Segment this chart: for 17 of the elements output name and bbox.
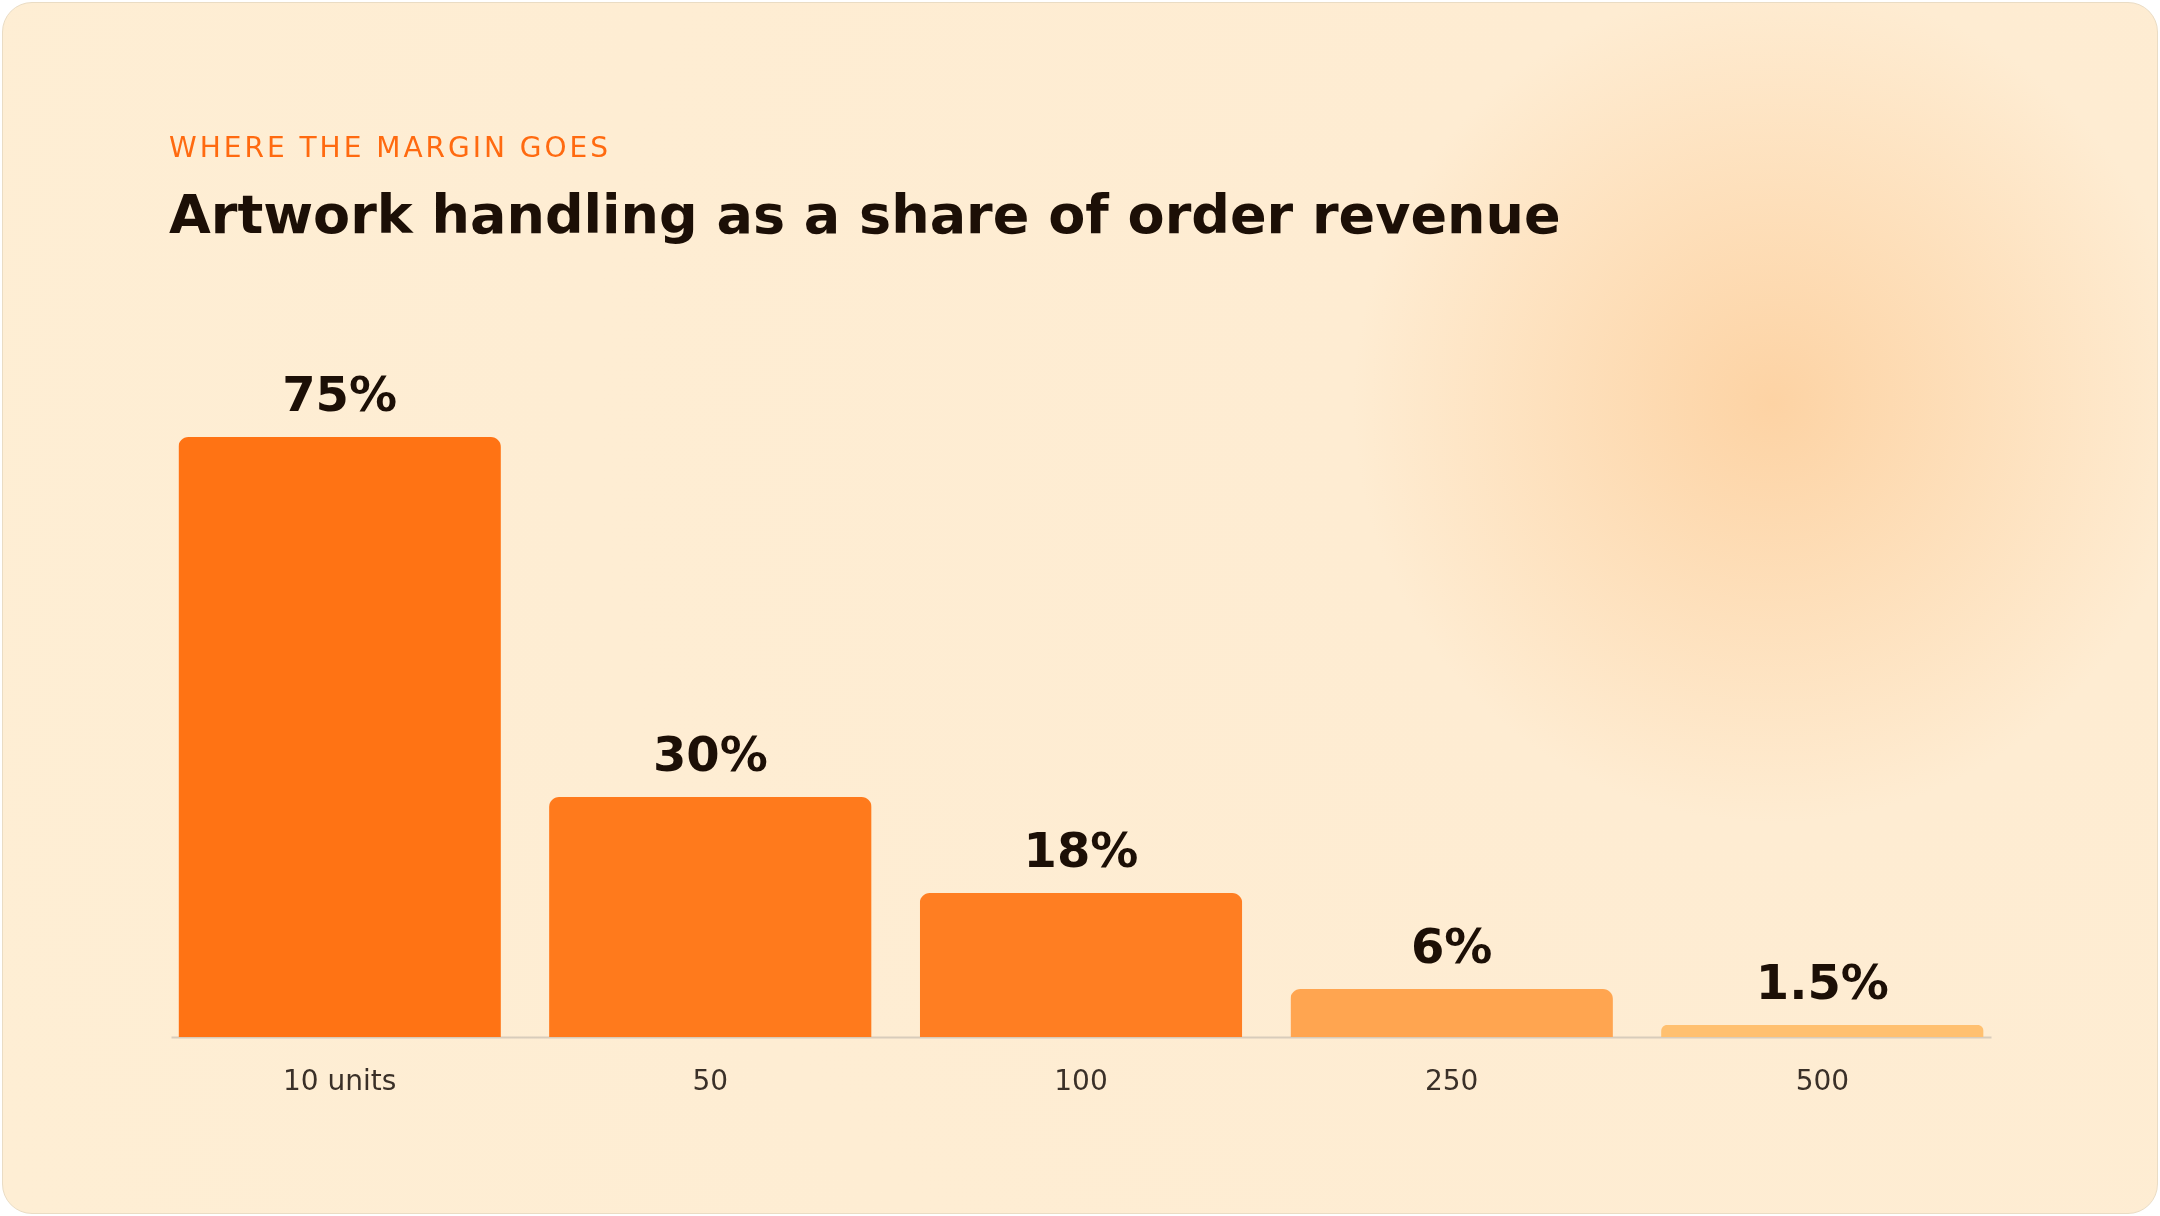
x-tick-label: 250: [1424, 1063, 1479, 1097]
x-tick-label: 500: [1795, 1063, 1850, 1097]
bar: [178, 437, 501, 1037]
data-label: 30%: [652, 726, 768, 782]
bar: [1661, 1025, 1984, 1037]
data-label: 18%: [1023, 822, 1139, 878]
chart-subtitle: WHERE THE MARGIN GOES: [169, 131, 611, 164]
x-tick-label: 10 units: [282, 1063, 397, 1097]
chart-title: Artwork handling as a share of order revenue: [169, 183, 1561, 246]
x-tick-label: 50: [692, 1063, 729, 1097]
bar: [1290, 989, 1613, 1037]
x-tick-label: 100: [1054, 1063, 1108, 1097]
data-label: 6%: [1410, 918, 1493, 974]
bar: [549, 797, 872, 1037]
data-label: 75%: [282, 366, 398, 422]
bar: [919, 893, 1243, 1037]
data-label: 1.5%: [1755, 954, 1889, 1010]
